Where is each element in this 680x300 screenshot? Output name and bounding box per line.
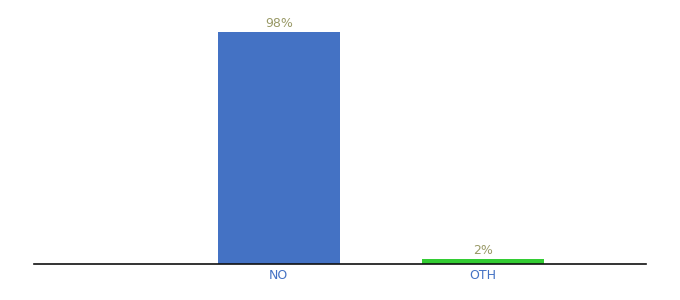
- Bar: [422, 259, 544, 264]
- Text: 98%: 98%: [265, 17, 292, 30]
- Text: 2%: 2%: [473, 244, 493, 257]
- Bar: [218, 32, 340, 264]
